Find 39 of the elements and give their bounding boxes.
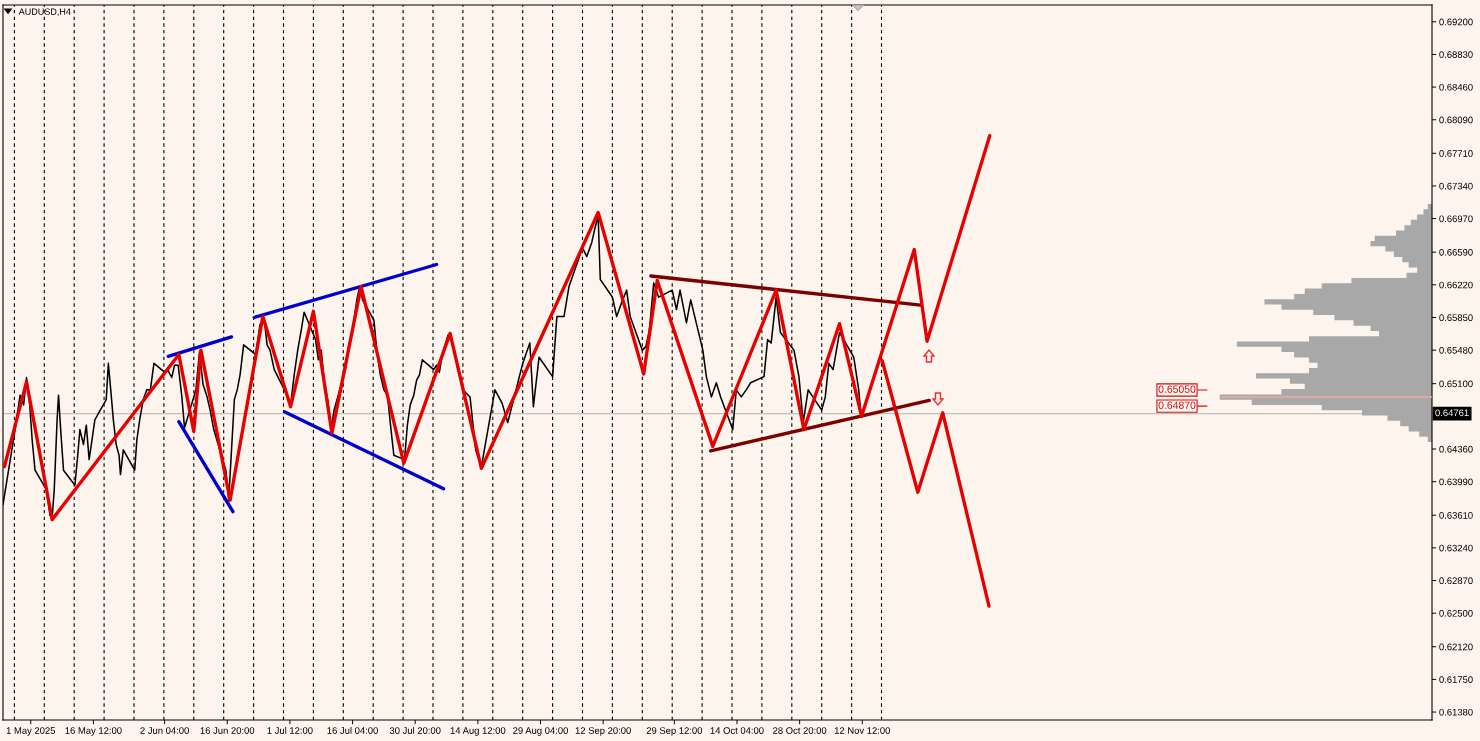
y-tick-label: 0.64360 xyxy=(1439,445,1473,453)
y-tick-label: 0.66970 xyxy=(1439,215,1473,223)
x-tick-label: 30 Jul 20:00 xyxy=(389,726,441,734)
y-tick-label: 0.66590 xyxy=(1439,248,1473,256)
y-tick-label: 0.65850 xyxy=(1439,314,1473,321)
y-tick-label: 0.62500 xyxy=(1439,610,1473,617)
y-tick-label: 0.68460 xyxy=(1439,83,1473,91)
x-tick-label: 14 Oct 04:00 xyxy=(710,727,764,734)
y-tick-label: 0.66220 xyxy=(1439,281,1473,289)
y-tick-label: 0.62870 xyxy=(1439,577,1473,585)
y-tick-label: 0.63610 xyxy=(1439,512,1473,519)
x-tick-label: 12 Sep 20:00 xyxy=(575,727,631,736)
x-tick-label: 16 Jun 20:00 xyxy=(200,727,255,734)
y-tick-label: 0.67340 xyxy=(1439,182,1473,190)
y-tick-label: 0.61380 xyxy=(1439,708,1473,716)
y-tick-label: 0.65100 xyxy=(1439,380,1473,388)
y-tick-label: 0.63990 xyxy=(1439,478,1473,486)
y-tick-label: 0.68830 xyxy=(1439,51,1473,58)
ref-line-label: 0.64761 xyxy=(1435,409,1469,417)
x-tick-label: 29 Aug 04:00 xyxy=(513,727,568,736)
y-tick-label: 0.61750 xyxy=(1439,676,1473,683)
x-tick-label: 29 Sep 12:00 xyxy=(646,727,703,736)
annotation: 0.65050 xyxy=(1158,385,1196,393)
chart-title: AUDUSD,H4 xyxy=(18,8,71,16)
y-tick-label: 0.63240 xyxy=(1439,544,1473,552)
x-tick-label: 2 Jun 04:00 xyxy=(140,727,189,734)
x-tick-label: 12 Nov 12:00 xyxy=(834,727,891,734)
y-tick-label: 0.62120 xyxy=(1439,643,1473,651)
y-tick-label: 0.69200 xyxy=(1439,18,1473,26)
x-tick-label: 1 Jul 12:00 xyxy=(267,726,313,734)
y-tick-label: 0.68090 xyxy=(1439,116,1473,124)
x-tick-label: 16 May 12:00 xyxy=(65,727,122,736)
x-tick-label: 28 Oct 20:00 xyxy=(773,727,827,734)
annotation: 0.64870 xyxy=(1158,401,1196,409)
x-tick-label: 16 Jul 04:00 xyxy=(327,726,378,734)
x-tick-label: 1 May 2025 xyxy=(6,727,56,736)
y-tick-label: 0.67710 xyxy=(1439,150,1473,157)
x-tick-label: 14 Aug 12:00 xyxy=(450,727,506,736)
y-tick-label: 0.65480 xyxy=(1439,346,1473,354)
